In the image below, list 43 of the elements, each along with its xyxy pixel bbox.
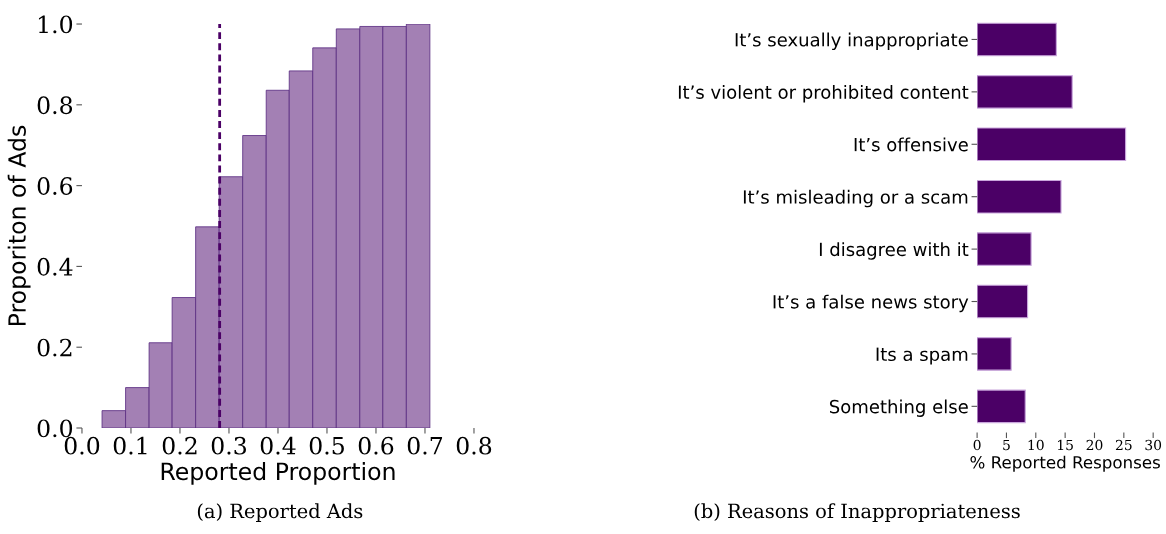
x-tick-label: 25 <box>1115 439 1132 451</box>
y-tick-label: It’s offensive <box>854 137 968 152</box>
bar <box>977 75 1073 109</box>
x-tick-label: 30 <box>1145 439 1162 451</box>
x-tick-label: 0.8 <box>456 436 492 455</box>
x-tick-label: 0.2 <box>162 436 197 455</box>
bar <box>977 337 1012 371</box>
x-tick-label: 0.6 <box>358 436 394 455</box>
y-tick-label: Something else <box>829 399 968 417</box>
bar <box>977 284 1029 319</box>
y-axis-title: Proporiton of Ads <box>7 125 31 325</box>
bar <box>977 127 1127 162</box>
y-tick-label: I disagree with it <box>819 242 969 260</box>
x-tick-label: 0.3 <box>211 436 246 455</box>
x-tick-label: 15 <box>1058 439 1073 451</box>
y-tick-label: It’s misleading or a scam <box>743 189 968 208</box>
y-tick-label: It’s sexually inappropriate <box>735 32 968 51</box>
bar <box>977 22 1057 57</box>
x-axis-title: % Reported Responses <box>970 455 1160 472</box>
text: (b) Reasons of Inappropriateness <box>694 503 1020 523</box>
x-tick-label: 0.5 <box>309 436 344 455</box>
y-tick-label: 1.0 <box>38 15 73 34</box>
x-tick-label: 0.1 <box>113 436 147 455</box>
bar <box>977 179 1062 214</box>
y-tick-label: It’s violent or prohibited content <box>678 85 969 103</box>
y-tick-label: 0.6 <box>37 177 73 195</box>
x-tick-label: 20 <box>1086 439 1103 451</box>
y-tick-label: 0.0 <box>37 419 73 438</box>
y-tick-label: 0.8 <box>37 96 73 115</box>
x-tick-label: 0.0 <box>64 436 100 455</box>
y-tick-label: It’s a false news story <box>773 294 969 313</box>
y-tick-label: Its a spam <box>876 347 968 365</box>
y-tick-label: 0.4 <box>37 257 73 276</box>
y-tick-label: 0.2 <box>37 338 72 357</box>
x-tick-label: 5 <box>1003 439 1010 451</box>
x-tick-label: 0.7 <box>407 436 443 455</box>
x-tick-label: 0.4 <box>260 436 296 455</box>
x-axis-title: Reported Proportion <box>161 461 395 485</box>
bar <box>977 232 1032 266</box>
text: (a) Reported Ads <box>197 503 363 523</box>
bar <box>977 389 1026 424</box>
x-tick-label: 10 <box>1028 439 1044 451</box>
x-tick-label: 0 <box>973 439 981 451</box>
